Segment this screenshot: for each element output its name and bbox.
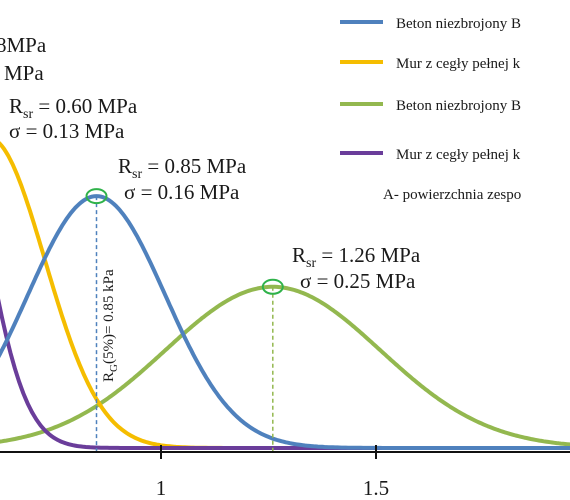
legend-label-1: Beton niezbrojony B <box>396 16 521 32</box>
partial-annotation-second: MPa <box>4 61 44 85</box>
legend-label-4: Mur z cegły pełnej k <box>396 147 521 163</box>
curve-series-0 <box>0 194 570 450</box>
curve-series-1 <box>0 141 570 450</box>
peak-markers <box>85 188 284 295</box>
blue-sigma-label: σ = 0.16 MPa <box>124 180 240 204</box>
legend-note: A- powierzchnia zespo <box>383 187 521 203</box>
partial-annotation-top: 8MPa <box>0 33 47 57</box>
legend-label-2: Mur z cegły pełnej k <box>396 56 521 72</box>
legend-label-3: Beton niezbrojony B <box>396 98 521 114</box>
yellow-sigma-label: σ = 0.13 MPa <box>9 119 125 143</box>
yellow-mean-label: Rsr = 0.60 MPa <box>9 94 138 122</box>
x-tick-label-1: 1 <box>156 476 167 500</box>
peak-marker-series-2 <box>261 278 284 295</box>
legend: Beton niezbrojony B Mur z cegły pełnej k… <box>340 16 521 203</box>
guide-lines <box>95 196 274 452</box>
x-tick-label-1.5: 1.5 <box>363 476 389 500</box>
curves <box>0 141 570 450</box>
rg-vertical-label: RG(5%)= 0.85 kPa <box>101 269 120 382</box>
green-sigma-label: σ = 0.25 MPa <box>300 269 416 293</box>
peak-marker-series-0 <box>85 188 108 205</box>
blue-mean-label: Rsr = 0.85 MPa <box>118 154 247 182</box>
green-mean-label: Rsr = 1.26 MPa <box>292 243 421 271</box>
curve-series-2 <box>0 284 570 447</box>
